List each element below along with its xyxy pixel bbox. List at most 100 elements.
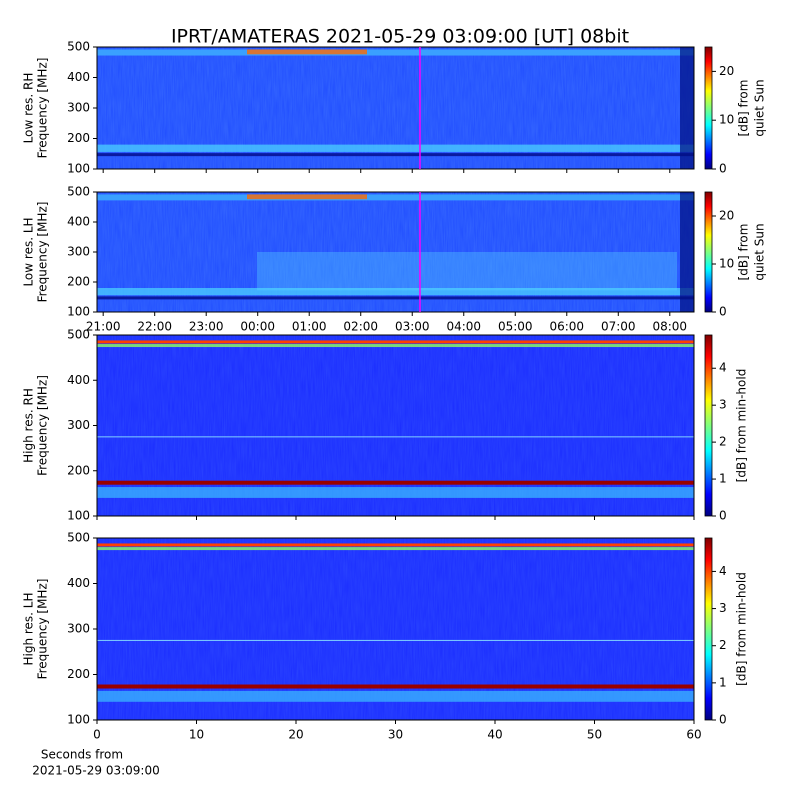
- x-tick-label: 40: [487, 728, 502, 742]
- x-tick-label: 07:00: [601, 320, 636, 334]
- y-tick-label: 500: [67, 328, 90, 342]
- x-tick-label: 23:00: [189, 320, 224, 334]
- y-tick-label: 300: [67, 245, 90, 259]
- colorbar-tick-label: 1: [719, 472, 727, 486]
- colorbar-tick-label: 3: [719, 398, 727, 412]
- x-tick-label: 00:00: [240, 320, 275, 334]
- y-axis-label: Low res. LH: [22, 217, 36, 286]
- band: [97, 547, 694, 551]
- band-hot: [97, 684, 694, 689]
- y-tick-label: 400: [67, 373, 90, 387]
- y-tick-label: 200: [67, 667, 90, 681]
- y-tick-label: 300: [67, 622, 90, 636]
- colorbar-label: quiet Sun: [753, 79, 767, 136]
- y-axis-label: Low res. RH: [22, 73, 36, 144]
- y-tick-label: 100: [67, 305, 90, 319]
- x-axis-label: Seconds from: [41, 748, 123, 762]
- y-tick-label: 400: [67, 576, 90, 590]
- colorbar-label: [dB] from: [737, 224, 751, 281]
- band: [97, 436, 694, 438]
- colorbar-tick-label: 10: [719, 257, 734, 271]
- band-dark: [97, 296, 694, 300]
- colorbar-tick-label: 10: [719, 113, 734, 127]
- y-tick-label: 500: [67, 40, 90, 54]
- edge-dark: [680, 192, 694, 312]
- spectrogram-noise: [97, 538, 694, 720]
- y-tick-label: 100: [67, 509, 90, 523]
- y-tick-label: 400: [67, 70, 90, 84]
- title: IPRT/AMATERAS 2021-05-29 03:09:00 [UT] 0…: [171, 26, 629, 48]
- x-tick-label: 06:00: [549, 320, 584, 334]
- x-tick-label: 22:00: [137, 320, 172, 334]
- band-hot: [247, 49, 367, 55]
- y-tick-label: 500: [67, 531, 90, 545]
- band-hot: [97, 543, 694, 547]
- y-tick-label: 500: [67, 185, 90, 199]
- x-tick-label: 01:00: [292, 320, 327, 334]
- x-tick-label: 08:00: [652, 320, 687, 334]
- colorbar-tick-label: 4: [719, 564, 727, 578]
- colorbar: [704, 334, 713, 517]
- x-tick-label: 05:00: [498, 320, 533, 334]
- y-axis-label: Frequency [MHz]: [36, 375, 50, 476]
- spectrogram-noise: [97, 335, 694, 516]
- x-tick-label: 02:00: [343, 320, 378, 334]
- x-axis-label: 2021-05-29 03:09:00: [32, 764, 159, 778]
- colorbar-label: quiet Sun: [753, 223, 767, 280]
- edge-dark: [680, 47, 694, 169]
- colorbar-tick-label: 0: [719, 305, 727, 319]
- x-tick-label: 10: [189, 728, 204, 742]
- colorbar-tick-label: 1: [719, 675, 727, 689]
- y-tick-label: 300: [67, 418, 90, 432]
- x-tick-label: 03:00: [395, 320, 430, 334]
- band: [97, 194, 694, 201]
- colorbar-tick-label: 2: [719, 638, 727, 652]
- band-hot: [97, 340, 694, 344]
- band: [97, 344, 694, 348]
- colorbar-tick-label: 20: [719, 209, 734, 223]
- colorbar-tick-label: 4: [719, 361, 727, 375]
- y-axis-label: High res. LH: [22, 592, 36, 665]
- x-tick-label: 60: [686, 728, 701, 742]
- colorbar-tick-label: 0: [719, 162, 727, 176]
- emission: [257, 252, 677, 291]
- colorbar-tick-label: 0: [719, 509, 727, 523]
- y-tick-label: 200: [67, 131, 90, 145]
- y-axis-label: Frequency [MHz]: [36, 202, 50, 303]
- band: [97, 144, 694, 152]
- colorbar-tick-label: 2: [719, 435, 727, 449]
- x-tick-label: 21:00: [86, 320, 121, 334]
- y-axis-label: High res. RH: [22, 388, 36, 463]
- band: [97, 288, 694, 296]
- band: [97, 639, 694, 641]
- band: [97, 487, 694, 498]
- colorbar-tick-label: 3: [719, 601, 727, 615]
- colorbar: [704, 537, 713, 721]
- colorbar: [704, 191, 713, 313]
- band-hot: [247, 194, 367, 200]
- y-tick-label: 300: [67, 101, 90, 115]
- colorbar-tick-label: 20: [719, 64, 734, 78]
- y-tick-label: 200: [67, 463, 90, 477]
- band-hot: [97, 480, 694, 485]
- y-tick-label: 100: [67, 162, 90, 176]
- y-tick-label: 100: [67, 713, 90, 727]
- x-tick-label: 50: [587, 728, 602, 742]
- colorbar-label: [dB] from: [737, 80, 751, 137]
- x-tick-label: 30: [388, 728, 403, 742]
- band: [97, 690, 694, 702]
- x-tick-label: 0: [93, 728, 101, 742]
- y-axis-label: Frequency [MHz]: [36, 579, 50, 680]
- band: [97, 49, 694, 56]
- band-dark: [97, 153, 694, 157]
- y-tick-label: 400: [67, 215, 90, 229]
- colorbar-label: [dB] from min-hold: [735, 369, 749, 483]
- x-tick-label: 04:00: [446, 320, 481, 334]
- colorbar-label: [dB] from min-hold: [735, 572, 749, 686]
- colorbar-tick-label: 0: [719, 713, 727, 727]
- colorbar: [704, 46, 713, 170]
- y-axis-label: Frequency [MHz]: [36, 58, 50, 159]
- x-tick-label: 20: [288, 728, 303, 742]
- y-tick-label: 200: [67, 275, 90, 289]
